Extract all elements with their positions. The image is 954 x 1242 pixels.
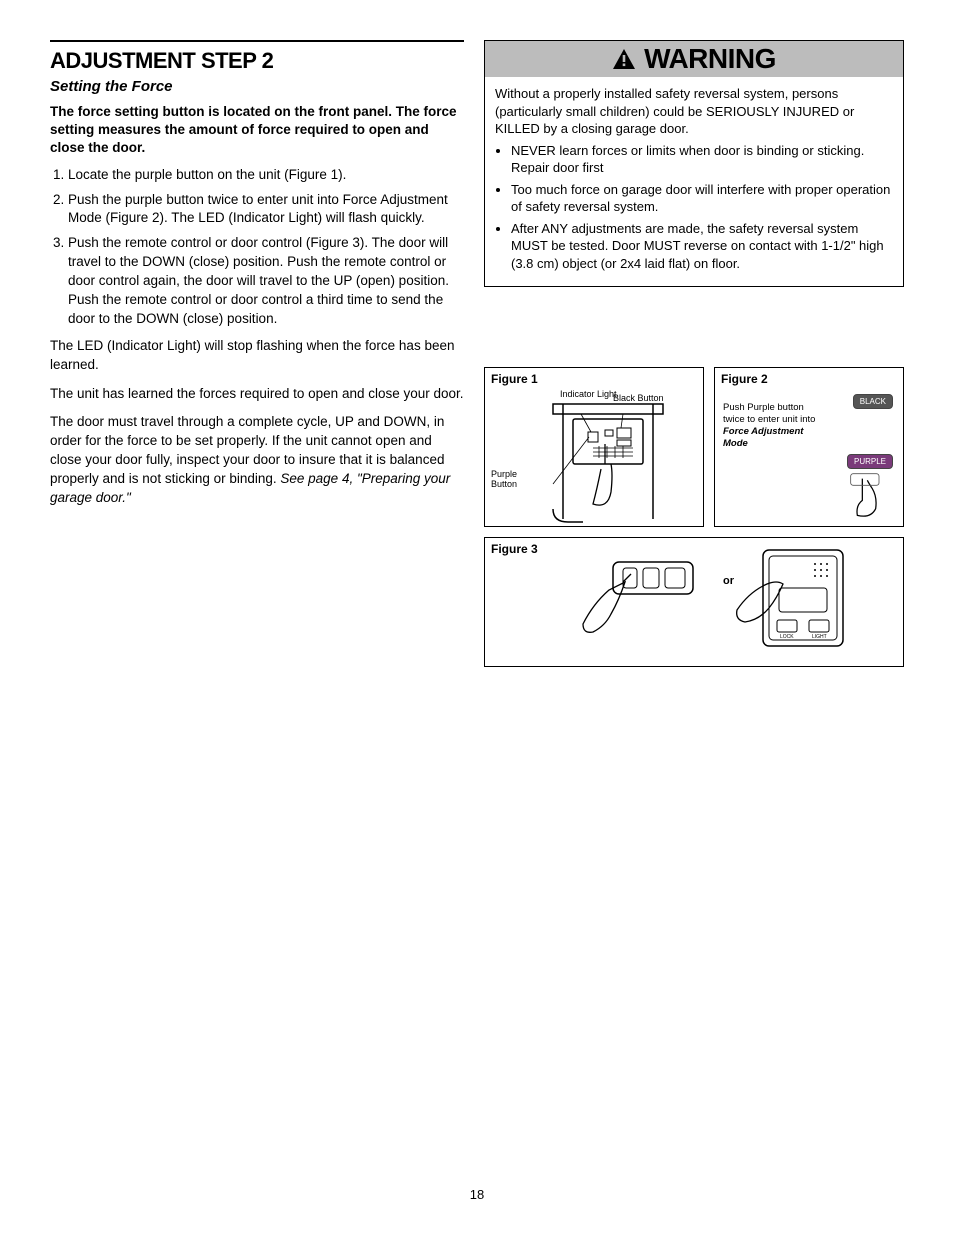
- fig2-text-a: Push Purple button twice to enter unit i…: [723, 402, 815, 425]
- figure-3-drawing: or LOCK LIGHT: [493, 544, 893, 654]
- warning-body: Without a properly installed safety reve…: [485, 77, 903, 286]
- fig2-purple-chip: PURPLE: [847, 454, 893, 469]
- fig2-black-chip: BLACK: [853, 394, 893, 409]
- figure-2-text: Push Purple button twice to enter unit i…: [723, 402, 823, 450]
- page-content: ADJUSTMENT STEP 2 Setting the Force The …: [50, 40, 904, 667]
- section-subtitle: Setting the Force: [50, 78, 464, 95]
- figure-3-or-text: or: [723, 575, 735, 587]
- fig1-black-label: Black Button: [613, 394, 664, 404]
- fig2-text-b: Force Adjustment Mode: [723, 426, 803, 449]
- figure-1-label: Figure 1: [491, 372, 538, 386]
- bold-intro: The force setting button is located on t…: [50, 103, 464, 158]
- warning-intro: Without a properly installed safety reve…: [495, 85, 893, 138]
- step-3: Push the remote control or door control …: [68, 234, 464, 328]
- warning-bullet-3: After ANY adjustments are made, the safe…: [511, 220, 893, 273]
- step-2: Push the purple button twice to enter un…: [68, 191, 464, 229]
- figure-1: Figure 1: [484, 367, 704, 527]
- para-1: The LED (Indicator Light) will stop flas…: [50, 337, 464, 375]
- figure-2: Figure 2 Push Purple button twice to ent…: [714, 367, 904, 527]
- warning-title: WARNING: [644, 43, 776, 75]
- figure-3-label: Figure 3: [491, 542, 538, 556]
- figures-row-1: Figure 1: [484, 367, 904, 527]
- steps-list: Locate the purple button on the unit (Fi…: [50, 166, 464, 329]
- section-title: ADJUSTMENT STEP 2: [50, 48, 464, 74]
- svg-text:LIGHT: LIGHT: [812, 634, 827, 640]
- left-column: ADJUSTMENT STEP 2 Setting the Force The …: [50, 40, 464, 667]
- right-column: WARNING Without a properly installed saf…: [484, 40, 904, 667]
- spacer: [484, 307, 904, 367]
- warning-box: WARNING Without a properly installed saf…: [484, 40, 904, 287]
- step-1: Locate the purple button on the unit (Fi…: [68, 166, 464, 185]
- para-3: The door must travel through a complete …: [50, 413, 464, 507]
- fig1-indicator-label: Indicator Light: [560, 390, 617, 400]
- figure-3: Figure 3 or: [484, 537, 904, 667]
- para-2: The unit has learned the forces required…: [50, 385, 464, 404]
- fig1-purple-label: Purple Button: [491, 470, 531, 490]
- figure-2-hand-icon: [839, 472, 889, 522]
- warning-bullet-2: Too much force on garage door will inter…: [511, 181, 893, 216]
- warning-bullets: NEVER learn forces or limits when door i…: [495, 142, 893, 273]
- figure-2-label: Figure 2: [721, 372, 768, 386]
- top-rule: [50, 40, 464, 42]
- page-number: 18: [50, 1187, 904, 1202]
- svg-text:LOCK: LOCK: [780, 634, 794, 640]
- warning-icon: [612, 48, 636, 70]
- warning-bullet-1: NEVER learn forces or limits when door i…: [511, 142, 893, 177]
- warning-header: WARNING: [485, 41, 903, 77]
